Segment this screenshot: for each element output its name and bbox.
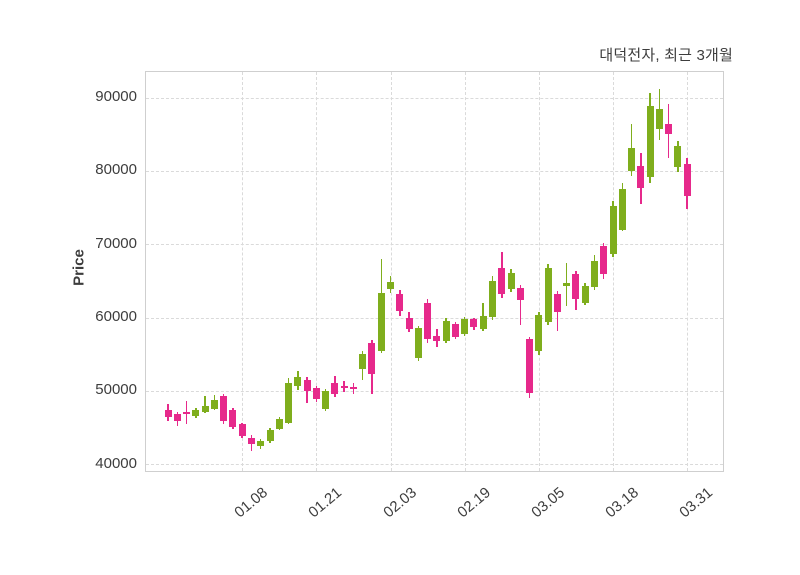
candle-down xyxy=(498,267,506,294)
y-tick-label: 70000 xyxy=(95,234,137,252)
plot-area xyxy=(145,71,724,472)
candle-down xyxy=(424,302,432,340)
candle-down xyxy=(220,395,228,421)
gridline-horizontal xyxy=(146,464,723,465)
candle-down xyxy=(683,163,691,196)
candle-up xyxy=(266,429,274,442)
x-tick-label: 01.08 xyxy=(231,484,272,522)
candle-down xyxy=(247,437,255,445)
candle-up xyxy=(563,283,571,286)
candle-up xyxy=(359,354,367,370)
candle-down xyxy=(665,124,673,135)
gridline-vertical xyxy=(316,72,318,471)
candle-wick xyxy=(519,285,521,326)
candle-up xyxy=(479,316,487,330)
candle-up xyxy=(442,321,450,341)
candle-down xyxy=(238,424,246,437)
candle-up xyxy=(201,406,209,412)
gridline-horizontal xyxy=(146,97,723,99)
x-tick-label: 03.05 xyxy=(528,484,568,522)
x-tick-label: 03.31 xyxy=(676,484,717,522)
candle-down xyxy=(312,387,320,399)
candle-up xyxy=(674,146,682,168)
candle-down xyxy=(331,383,339,395)
candle-up xyxy=(461,318,469,335)
candle-down xyxy=(433,335,441,341)
candle-up xyxy=(535,315,543,352)
x-tick-label: 02.03 xyxy=(379,484,420,522)
gridline-vertical xyxy=(464,72,466,471)
candle-up xyxy=(488,280,496,318)
y-tick-label: 50000 xyxy=(95,381,137,399)
candle-down xyxy=(526,339,533,393)
candle-down xyxy=(349,387,357,390)
candle-up xyxy=(618,189,626,230)
gridline-horizontal xyxy=(146,317,723,319)
candle-down xyxy=(368,343,376,374)
candle-down xyxy=(396,294,404,311)
x-tick-label: 03.18 xyxy=(602,484,642,522)
candle-up xyxy=(377,292,385,352)
candle-down xyxy=(470,318,478,327)
candle-up xyxy=(655,109,663,130)
candle-down xyxy=(183,412,190,415)
candle-up xyxy=(285,382,292,423)
y-tick-label: 90000 xyxy=(95,88,137,106)
candle-down xyxy=(173,414,181,421)
candle-down xyxy=(229,409,237,428)
candle-wick xyxy=(204,395,206,414)
candle-down xyxy=(600,245,608,275)
candle-down xyxy=(553,294,561,313)
gridline-vertical xyxy=(390,72,392,471)
gridline-horizontal xyxy=(146,390,723,392)
candle-up xyxy=(609,206,617,255)
candle-up xyxy=(192,409,200,416)
candle-up xyxy=(294,376,302,387)
candle-up xyxy=(322,390,330,409)
candle-up xyxy=(387,282,394,289)
candle-down xyxy=(340,385,348,389)
candle-up xyxy=(581,286,589,303)
candle-down xyxy=(572,274,580,300)
chart-title: 대덕전자, 최근 3개월 xyxy=(599,47,733,64)
gridline-vertical xyxy=(613,72,614,471)
gridline-vertical xyxy=(538,72,540,471)
y-tick-label: 60000 xyxy=(95,308,137,325)
candle-down xyxy=(451,324,459,338)
candle-down xyxy=(637,165,645,188)
candle-up xyxy=(275,419,283,429)
candle-down xyxy=(405,317,413,330)
gridline-vertical xyxy=(242,72,244,471)
candle-up xyxy=(628,147,635,171)
gridline-vertical xyxy=(687,72,689,471)
y-tick-label: 40000 xyxy=(95,454,137,472)
candle-down xyxy=(164,409,172,418)
gridline-horizontal xyxy=(146,170,723,172)
gridline-horizontal xyxy=(146,244,723,246)
candle-up xyxy=(544,267,552,323)
candle-down xyxy=(516,288,524,300)
candle-up xyxy=(646,105,654,178)
y-tick-label: 80000 xyxy=(95,161,137,179)
candle-up xyxy=(210,399,218,409)
candle-down xyxy=(303,379,311,392)
candle-up xyxy=(507,272,515,289)
candle-up xyxy=(414,327,422,358)
x-tick-label: 01.21 xyxy=(305,484,346,522)
x-tick-label: 02.19 xyxy=(453,484,494,522)
candle-up xyxy=(590,261,598,288)
candle-up xyxy=(257,441,265,447)
